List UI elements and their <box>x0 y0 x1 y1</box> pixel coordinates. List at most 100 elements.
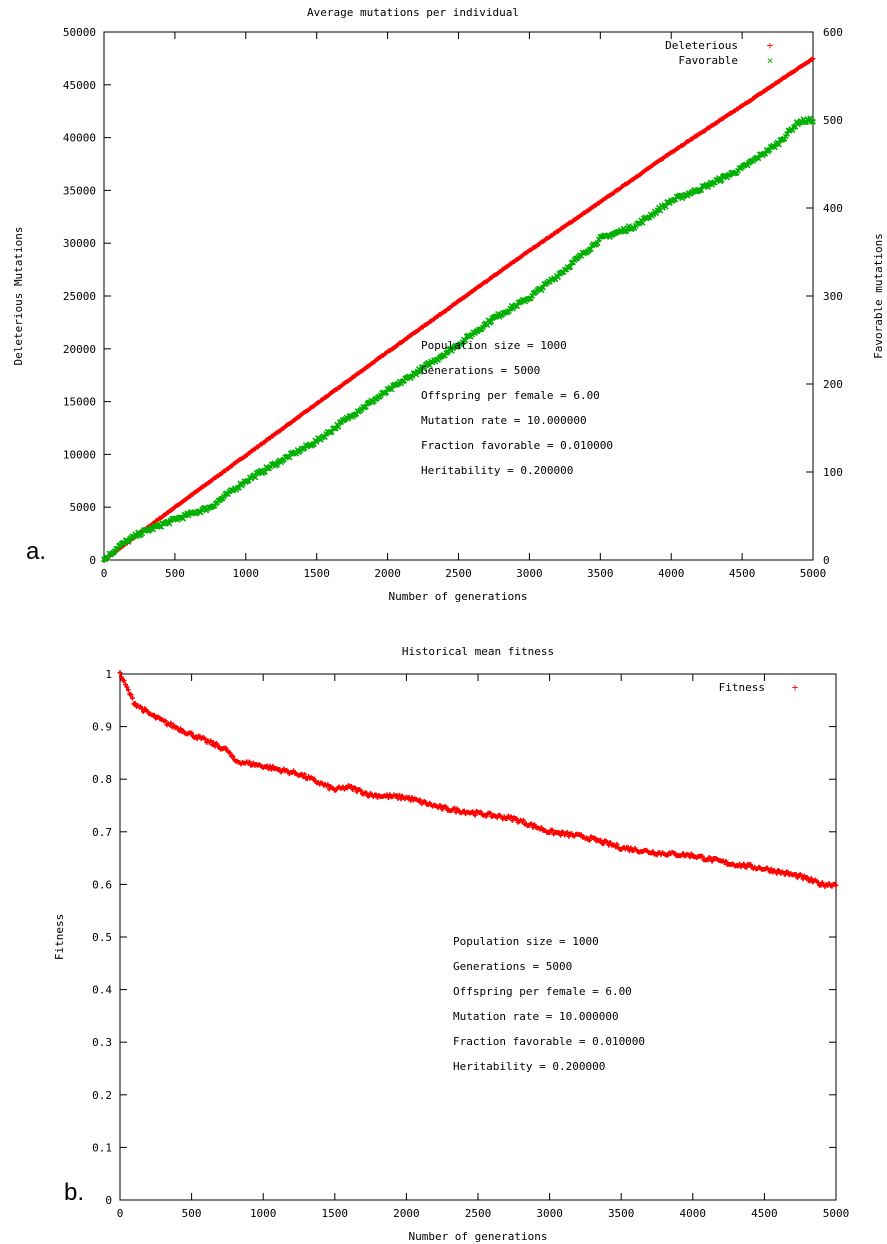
favorable-point <box>234 484 241 491</box>
favorable-point <box>252 474 259 481</box>
chart-a-tick-labels: 0 500 1000 1500 2000 2500 3000 3500 4000 4500 5000… <box>63 26 843 580</box>
fitness-point <box>277 767 283 772</box>
chart-b-annotation-offspring: Offspring per female = 6.00 <box>453 985 632 998</box>
x-tick-label: 3000 <box>536 1207 563 1220</box>
fitness-point <box>397 792 402 798</box>
y2-tick-label: 200 <box>823 378 843 391</box>
fitness-point <box>538 825 544 830</box>
chart-a-legend-marker-deleterious: + <box>767 39 774 52</box>
fitness-point <box>409 795 415 800</box>
chart-a-legend-label-deleterious: Deleterious <box>665 39 738 52</box>
fitness-point <box>680 850 686 856</box>
x-tick-label: 0 <box>117 1207 124 1220</box>
fitness-point <box>785 870 791 875</box>
fitness-point <box>578 832 584 838</box>
x-tick-label: 4500 <box>729 567 756 580</box>
fitness-point <box>353 785 358 791</box>
fitness-point <box>168 720 174 726</box>
y-tick-label: 45000 <box>63 79 96 92</box>
y-tick-label: 1 <box>105 668 112 681</box>
fitness-point <box>128 692 134 698</box>
fitness-point <box>592 835 598 841</box>
x-tick-label: 1000 <box>233 567 260 580</box>
chart-b-panel-label: b. <box>64 1179 84 1206</box>
favorable-point <box>514 303 521 310</box>
fitness-point <box>438 803 444 809</box>
y-tick-label: 0.8 <box>92 773 112 786</box>
chart-a-title: Average mutations per individual <box>307 6 519 19</box>
chart-b-annotation-heritability: Heritability = 0.200000 <box>453 1060 605 1073</box>
fitness-point <box>614 841 620 847</box>
x-tick-label: 3000 <box>516 567 543 580</box>
fitness-point <box>598 837 603 843</box>
fitness-point <box>121 678 127 684</box>
fitness-point <box>768 866 774 872</box>
x-tick-label: 2500 <box>465 1207 492 1220</box>
y-tick-label: 0 <box>105 1194 112 1207</box>
chart-a-ticks <box>103 31 814 561</box>
y-tick-label: 0.1 <box>92 1141 112 1154</box>
fitness-point <box>125 687 131 693</box>
fitness-point <box>510 818 515 823</box>
chart-a: Average mutations per individual 0 500 100… <box>12 6 885 603</box>
chart-b-annotation-generations: Generations = 5000 <box>453 960 572 973</box>
chart-b-annotation-mutation-rate: Mutation rate = 10.000000 <box>453 1010 619 1023</box>
fitness-point <box>223 745 229 751</box>
fitness-point <box>461 808 467 814</box>
chart-a-xlabel: Number of generations <box>388 590 527 603</box>
chart-a-legend-label-favorable: Favorable <box>678 54 738 67</box>
fitness-point <box>251 760 256 766</box>
favorable-point <box>335 424 342 430</box>
fitness-point <box>178 726 183 732</box>
favorable-point <box>594 240 601 247</box>
favorable-point <box>587 246 594 253</box>
favorable-point <box>286 454 293 461</box>
fitness-point <box>478 809 484 815</box>
fitness-point <box>819 880 825 885</box>
fitness-point <box>587 837 592 843</box>
fitness-point <box>665 852 671 858</box>
fitness-point <box>141 709 146 715</box>
fitness-point <box>628 845 634 851</box>
favorable-point <box>653 210 660 217</box>
y-tick-label: 0.9 <box>92 721 112 734</box>
fitness-point <box>227 750 233 756</box>
fitness-point <box>521 818 526 823</box>
fitness-point <box>744 864 749 870</box>
fitness-point <box>600 841 606 847</box>
chart-b-ylabel: Fitness <box>53 914 66 960</box>
fitness-point <box>358 788 364 794</box>
fitness-point <box>650 849 656 854</box>
y-tick-label: 0.3 <box>92 1036 112 1049</box>
x-tick-label: 0 <box>101 567 108 580</box>
favorable-point <box>623 228 630 235</box>
chart-a-legend-marker-favorable: × <box>767 54 774 67</box>
y-tick-label: 0 <box>89 554 96 567</box>
fitness-point <box>514 816 519 822</box>
y2-tick-label: 300 <box>823 290 843 303</box>
y-tick-label: 40000 <box>63 132 96 145</box>
favorable-point <box>718 177 725 184</box>
fitness-point <box>443 804 449 810</box>
fitness-point <box>782 872 788 878</box>
fitness-point <box>311 776 317 782</box>
fitness-point <box>344 785 350 791</box>
chart-b-annotation-fraction: Fraction favorable = 0.010000 <box>453 1035 645 1048</box>
fitness-point <box>800 876 806 882</box>
y-tick-label: 0.6 <box>92 878 112 891</box>
fitness-point <box>709 858 715 864</box>
fitness-point <box>700 854 705 859</box>
fitness-point <box>748 862 754 867</box>
fitness-point <box>302 771 307 777</box>
fitness-point <box>230 753 236 759</box>
fitness-point <box>364 790 369 796</box>
chart-a-annotation-generations: Generations = 5000 <box>421 364 540 377</box>
chart-b-tick-labels: 0 500 1000 1500 2000 2500 3000 3500 4000 4500 5000… <box>92 668 849 1220</box>
chart-b: Historical mean fitness 0 500 1000 1500 2000… <box>53 645 849 1243</box>
y2-tick-label: 400 <box>823 202 843 215</box>
fitness-point <box>549 827 555 833</box>
fitness-point <box>216 744 222 750</box>
fitness-point <box>386 795 391 801</box>
fitness-point <box>566 833 572 839</box>
fitness-point <box>472 812 478 818</box>
